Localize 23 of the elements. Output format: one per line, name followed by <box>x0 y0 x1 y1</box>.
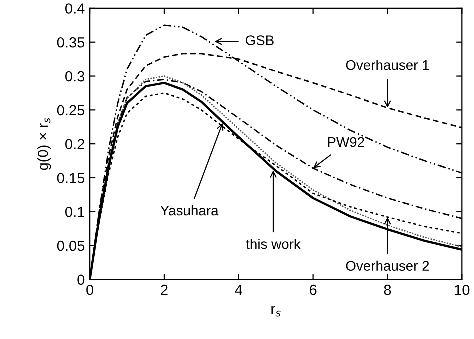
annotation: GSB <box>246 36 274 46</box>
annotation: Overhauser 2 <box>346 260 430 272</box>
y-tick-label: 0.35 <box>57 37 85 48</box>
annotation: PW92 <box>328 137 364 148</box>
annotation: Overhauser 1 <box>346 60 430 70</box>
y-tick-label: 0.2 <box>66 139 84 150</box>
x-tick-label: 10 <box>455 284 470 296</box>
annotation: Yasuhara <box>160 205 219 216</box>
y-tick-label: 0.25 <box>57 105 85 116</box>
annotation: this work <box>246 239 301 250</box>
y-tick-label: 0.1 <box>66 206 84 218</box>
x-tick-label: 2 <box>161 284 168 296</box>
x-tick-label: 0 <box>86 284 94 296</box>
x-tick-label: 4 <box>235 285 243 296</box>
y-tick-label: 0 <box>78 274 85 286</box>
x-axis-title: r$_{s}$ <box>272 306 281 317</box>
y-tick-label: 0.3 <box>66 71 85 82</box>
x-tick-label: 6 <box>310 284 317 296</box>
y-tick-label: 0.15 <box>57 173 85 184</box>
y-tick-label: 0.05 <box>57 240 85 252</box>
y-axis-title: g(0) × r$_{s}$ <box>38 118 52 170</box>
x-tick-label: 8 <box>384 284 392 296</box>
y-tick-label: 0.4 <box>66 4 85 14</box>
